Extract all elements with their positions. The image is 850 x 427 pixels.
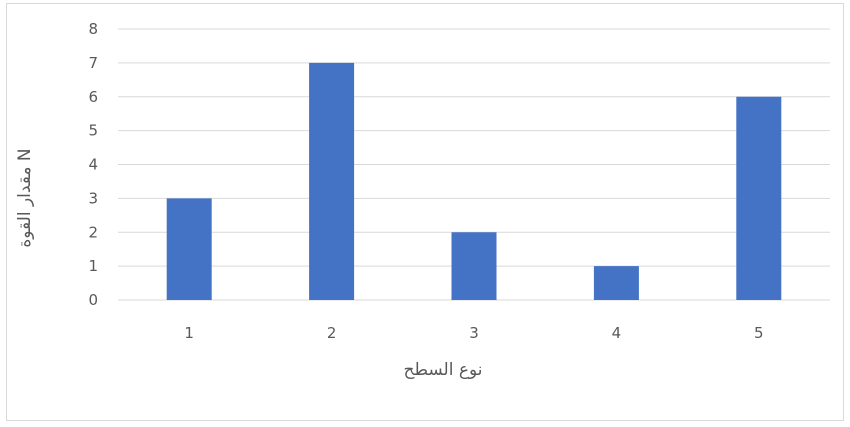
x-tick-label: 3 [469, 324, 479, 342]
bar-2 [309, 62, 355, 300]
bars [166, 62, 782, 300]
bar-5 [736, 96, 782, 300]
x-tick-label: 1 [184, 324, 194, 342]
y-tick-label: 6 [88, 88, 98, 106]
x-axis-title: نوع السطح [403, 360, 482, 380]
y-tick-label: 2 [88, 223, 98, 241]
y-axis-ticks: 0 1 2 3 4 5 6 7 8 [88, 20, 98, 309]
bar-3 [451, 232, 497, 300]
grid-lines [118, 28, 830, 301]
bar-1 [166, 198, 212, 300]
y-tick-label: 8 [88, 20, 98, 38]
y-tick-label: 3 [88, 189, 98, 207]
y-axis-title: مقدار القوة N [15, 148, 35, 247]
y-tick-label: 1 [88, 257, 98, 275]
x-tick-label: 2 [327, 324, 337, 342]
chart-frame [6, 3, 844, 421]
x-axis-ticks: 1 2 3 4 5 [184, 324, 763, 342]
y-tick-label: 4 [88, 156, 98, 174]
y-tick-label: 0 [88, 291, 98, 309]
y-tick-label: 7 [88, 54, 98, 72]
x-tick-label: 4 [612, 324, 622, 342]
x-tick-label: 5 [754, 324, 764, 342]
y-tick-label: 5 [88, 122, 98, 140]
bar-4 [593, 266, 639, 300]
